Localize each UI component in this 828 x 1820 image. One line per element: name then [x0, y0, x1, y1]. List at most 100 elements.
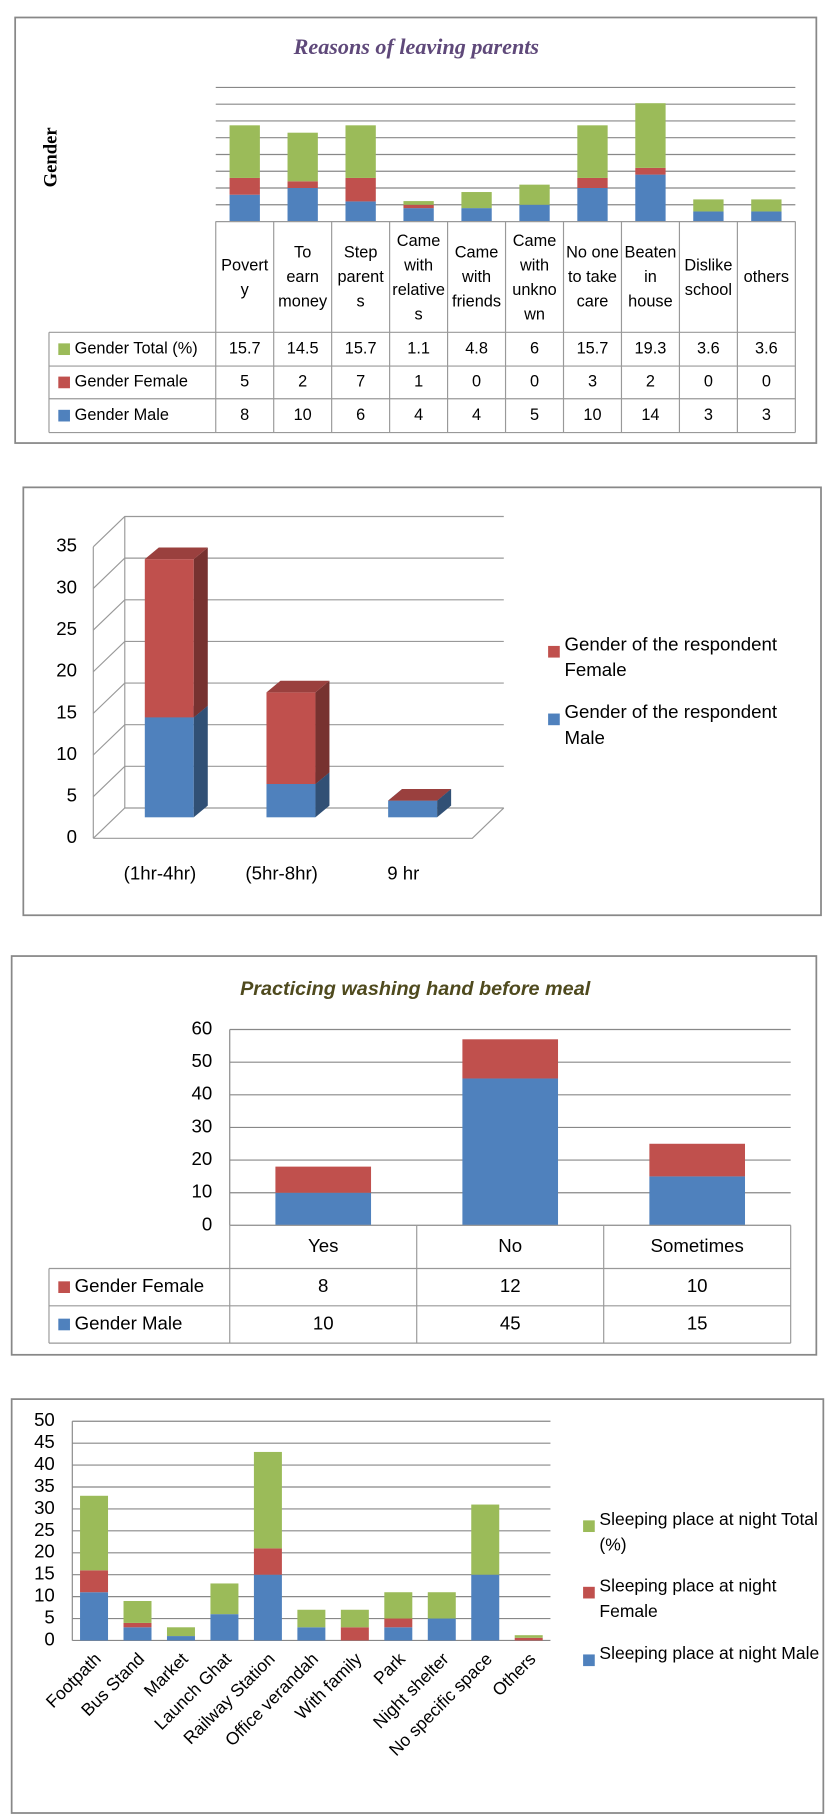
table-value: 2: [646, 373, 655, 391]
table-value: 0: [704, 373, 713, 391]
y-tick-label: 10: [56, 743, 77, 764]
bar: [462, 1078, 559, 1226]
category-label: Yes: [308, 1237, 339, 1257]
bar: [275, 1166, 372, 1193]
bar: [340, 1609, 369, 1628]
x-tick-label: (5hr-8hr): [245, 862, 318, 883]
x-tick-label: (1hr-4hr): [124, 862, 197, 883]
bar: [229, 177, 260, 195]
grid-line: [92, 765, 504, 798]
bar: [287, 181, 318, 189]
category-label: No one to take care: [566, 242, 619, 311]
bar: [144, 705, 208, 818]
legend-swatch: [583, 1520, 595, 1533]
table-value: 3: [588, 373, 597, 391]
chart-title: Reasons of leaving parents: [293, 34, 539, 59]
y-tick-label: 0: [67, 826, 77, 847]
bar-front: [266, 692, 316, 784]
bar: [461, 192, 492, 209]
category-label: No: [498, 1237, 523, 1257]
category-label-box: Came with unknown: [512, 230, 556, 322]
bar: [577, 177, 608, 189]
bar-top: [266, 680, 330, 693]
bar: [287, 188, 318, 222]
category-label-box: Dislike school: [684, 255, 732, 298]
table-value: 8: [240, 406, 249, 424]
bar-side: [193, 705, 208, 818]
category-label-box: No one to take care: [566, 242, 619, 311]
legend-label: Sleeping place at night Male: [599, 1643, 820, 1664]
bar: [253, 1451, 282, 1549]
table-value: 1: [414, 373, 423, 391]
legend-swatch: [58, 1281, 70, 1294]
y-tick-label: 15: [56, 701, 77, 722]
y-tick-label: 30: [56, 576, 77, 597]
y-tick-label: 25: [56, 618, 77, 639]
legend-label: Gender of the respondent Female: [564, 635, 778, 681]
bar: [253, 1548, 282, 1575]
bar-front: [388, 800, 438, 818]
table-value: 45: [500, 1312, 521, 1333]
legend-label: Sleeping place at night Total (%): [599, 1509, 818, 1556]
legend-label: Gender of the respondent Male: [564, 703, 778, 749]
category-label: To earn money: [278, 242, 328, 311]
grid-line: [92, 515, 504, 548]
bar-top: [388, 788, 452, 801]
bar: [427, 1618, 456, 1641]
table-value: 2: [298, 373, 307, 391]
bar: [229, 194, 260, 222]
table-value: 4: [472, 406, 481, 424]
table-value: 10: [687, 1275, 708, 1296]
bar: [266, 680, 330, 784]
table-value: 0: [530, 373, 539, 391]
bar: [693, 211, 724, 222]
category-label: Came with relatives: [392, 230, 445, 323]
category-label: others: [743, 266, 790, 286]
legend-label-box: Gender of the respondent Female: [564, 635, 778, 681]
bar: [384, 1618, 413, 1628]
category-label: Poverty: [221, 254, 269, 298]
category-label: Sometimes: [650, 1237, 744, 1257]
category-label-box: Poverty: [221, 254, 269, 298]
bar-side: [437, 788, 452, 818]
y-tick-label: 0: [202, 1213, 212, 1234]
y-tick-label: 50: [34, 1409, 55, 1430]
table-value: 10: [583, 406, 601, 424]
category-label: Beaten in house: [624, 242, 677, 311]
table-value: 15.7: [345, 340, 377, 358]
grid-line: [92, 557, 504, 589]
bar: [427, 1592, 456, 1619]
bar: [649, 1143, 746, 1177]
legend-label: Gender Female: [75, 1275, 205, 1296]
y-tick-label: 35: [34, 1475, 55, 1496]
y-tick-label: 40: [34, 1453, 55, 1474]
bar-front: [266, 783, 316, 818]
table-value: 10: [313, 1312, 334, 1333]
legend-label: Gender Male: [75, 1312, 183, 1333]
table-value: 4.8: [465, 340, 488, 358]
y-tick-label: 40: [192, 1083, 213, 1104]
table-value: 1.1: [407, 340, 430, 358]
table-value: 3.6: [697, 340, 720, 358]
grid-line: [92, 807, 504, 839]
bar: [297, 1627, 326, 1641]
table-value: 15.7: [229, 340, 261, 358]
y-tick-label: 0: [44, 1628, 54, 1649]
table-value: 6: [356, 406, 365, 424]
bar: [462, 1039, 559, 1079]
category-label-box: Beaten in house: [624, 242, 677, 311]
bar: [253, 1574, 282, 1641]
bar: [384, 1627, 413, 1641]
table-value: 14: [641, 406, 659, 424]
bar-side: [315, 680, 330, 784]
bar: [635, 174, 666, 222]
table-value: 5: [240, 373, 249, 391]
table-value: 12: [500, 1275, 521, 1296]
x-tick-label: 9 hr: [387, 862, 419, 883]
category-label-box: Step parents: [337, 243, 383, 311]
y-tick-label: 60: [192, 1017, 213, 1038]
bar: [345, 125, 376, 178]
grid-line: [92, 640, 504, 673]
bar: [210, 1583, 239, 1615]
y-tick-label: 10: [192, 1181, 213, 1202]
